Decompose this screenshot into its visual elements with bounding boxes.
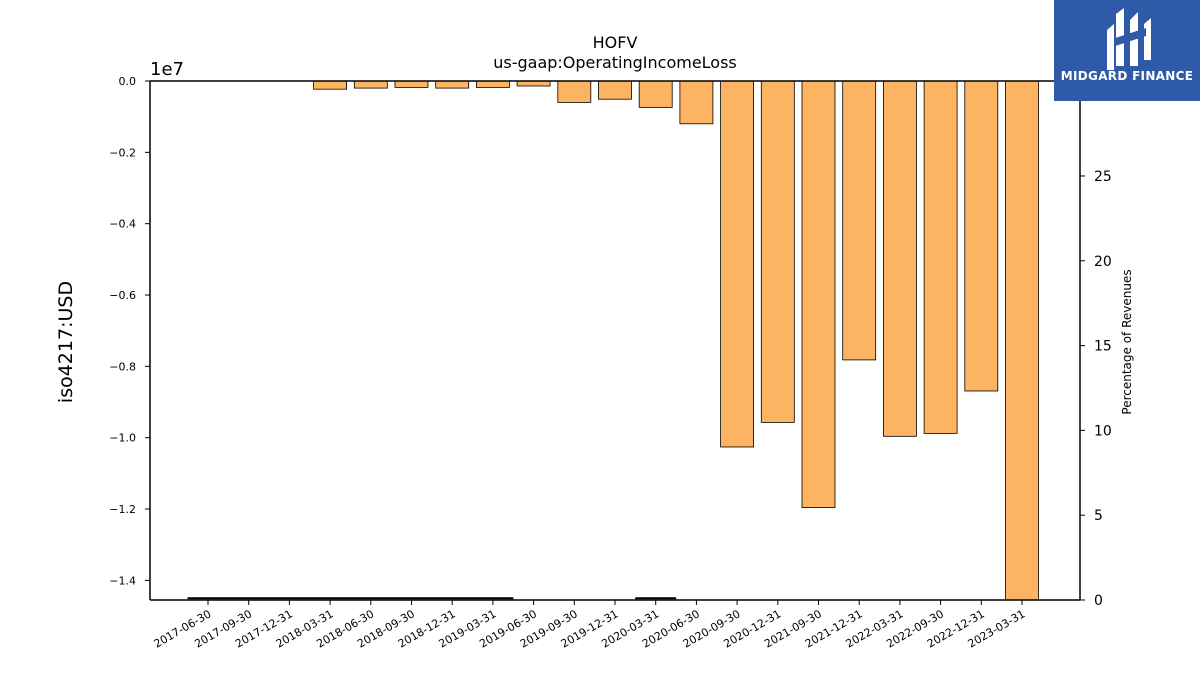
bar xyxy=(313,80,348,90)
y-axis-offset-label: 1e7 xyxy=(150,59,184,80)
bar xyxy=(475,80,510,88)
bar xyxy=(353,80,388,89)
bar xyxy=(1005,80,1039,601)
midgard-finance-logo: MIDGARD FINANCE xyxy=(1054,0,1200,101)
y-tick-label: −0.6 xyxy=(109,289,136,302)
y-tick-label: −1.2 xyxy=(109,503,136,516)
y-tick-label: −0.8 xyxy=(109,360,136,373)
y2-tick-label: 15 xyxy=(1094,339,1112,355)
bar xyxy=(964,80,999,392)
bar xyxy=(801,80,836,509)
bar xyxy=(842,80,877,361)
midgard-logo-icon xyxy=(1107,8,1151,70)
y-tick-label: −1.0 xyxy=(109,432,136,445)
bar xyxy=(883,80,917,437)
bar xyxy=(598,80,632,100)
y2-tick-label: 20 xyxy=(1094,254,1112,270)
y2-tick-label: 5 xyxy=(1094,508,1103,524)
bar xyxy=(923,80,958,434)
bar xyxy=(435,80,470,89)
bar xyxy=(760,80,795,423)
y-axis-label: iso4217:USD xyxy=(55,281,77,403)
bar xyxy=(679,80,714,125)
bar xyxy=(720,80,754,448)
y2-tick-label: 0 xyxy=(1094,593,1103,609)
y2-tick-label: 10 xyxy=(1094,423,1112,439)
chart-subtitle: us-gaap:OperatingIncomeLoss xyxy=(493,53,737,72)
y2-tick-label: 25 xyxy=(1094,169,1112,185)
bar xyxy=(394,80,429,88)
chart-title: HOFV xyxy=(593,33,638,52)
logo-text: MIDGARD FINANCE xyxy=(1060,69,1194,83)
y2-axis-label: Percentage of Revenues xyxy=(1120,269,1134,414)
y-tick-label: −1.4 xyxy=(109,574,136,587)
y-tick-label: −0.4 xyxy=(109,218,136,231)
y-tick-label: −0.2 xyxy=(109,146,136,159)
y-tick-label: 0.0 xyxy=(119,75,137,88)
bar xyxy=(638,80,673,108)
bar xyxy=(557,80,592,103)
